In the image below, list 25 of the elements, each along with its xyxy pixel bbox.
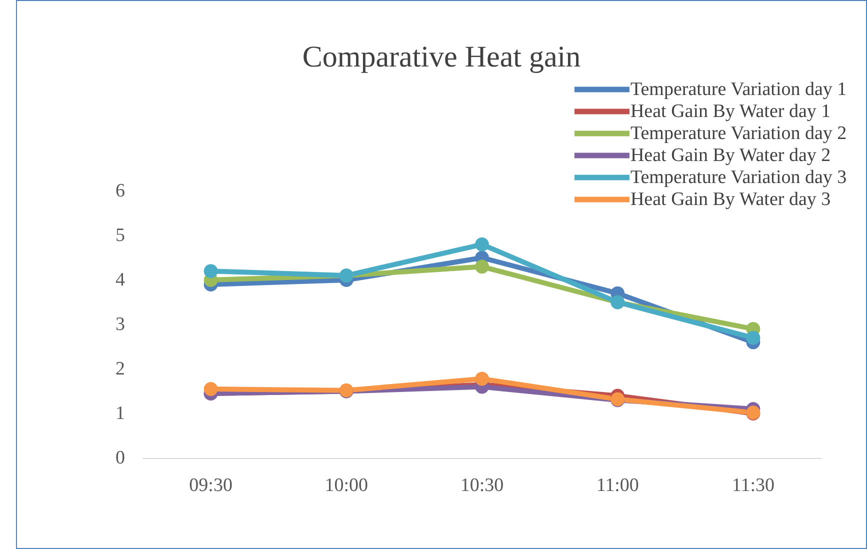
- legend-label: Temperature Variation day 3: [630, 167, 847, 188]
- legend-label: Temperature Variation day 2: [630, 123, 847, 144]
- y-tick-label: 2: [116, 358, 125, 380]
- chart-title: Comparative Heat gain: [302, 40, 581, 74]
- x-tick-label: 10:30: [460, 475, 504, 496]
- point: [475, 372, 489, 386]
- legend-label: Heat Gain By Water day 1: [630, 101, 831, 122]
- y-tick-label: 4: [116, 270, 126, 290]
- point: [475, 237, 489, 252]
- y-tick-label: 6: [116, 180, 125, 202]
- point: [204, 264, 218, 278]
- x-tick-label: 11:00: [596, 475, 639, 496]
- point: [204, 382, 218, 396]
- x-tick-label: 09:30: [189, 475, 232, 496]
- y-tick-label: 0: [116, 448, 125, 468]
- x-tick-label: 11:30: [732, 475, 774, 496]
- legend-label: Temperature Variation day 1: [630, 79, 847, 100]
- x-tick-label: 10:00: [324, 475, 368, 496]
- point: [475, 260, 489, 274]
- y-tick-label: 5: [116, 225, 125, 246]
- y-tick-label: 1: [116, 403, 125, 424]
- legend-label: Heat Gain By Water day 3: [630, 189, 831, 210]
- y-tick-label: 3: [116, 314, 125, 335]
- point: [746, 330, 760, 345]
- legend-label: Heat Gain By Water day 2: [630, 145, 831, 166]
